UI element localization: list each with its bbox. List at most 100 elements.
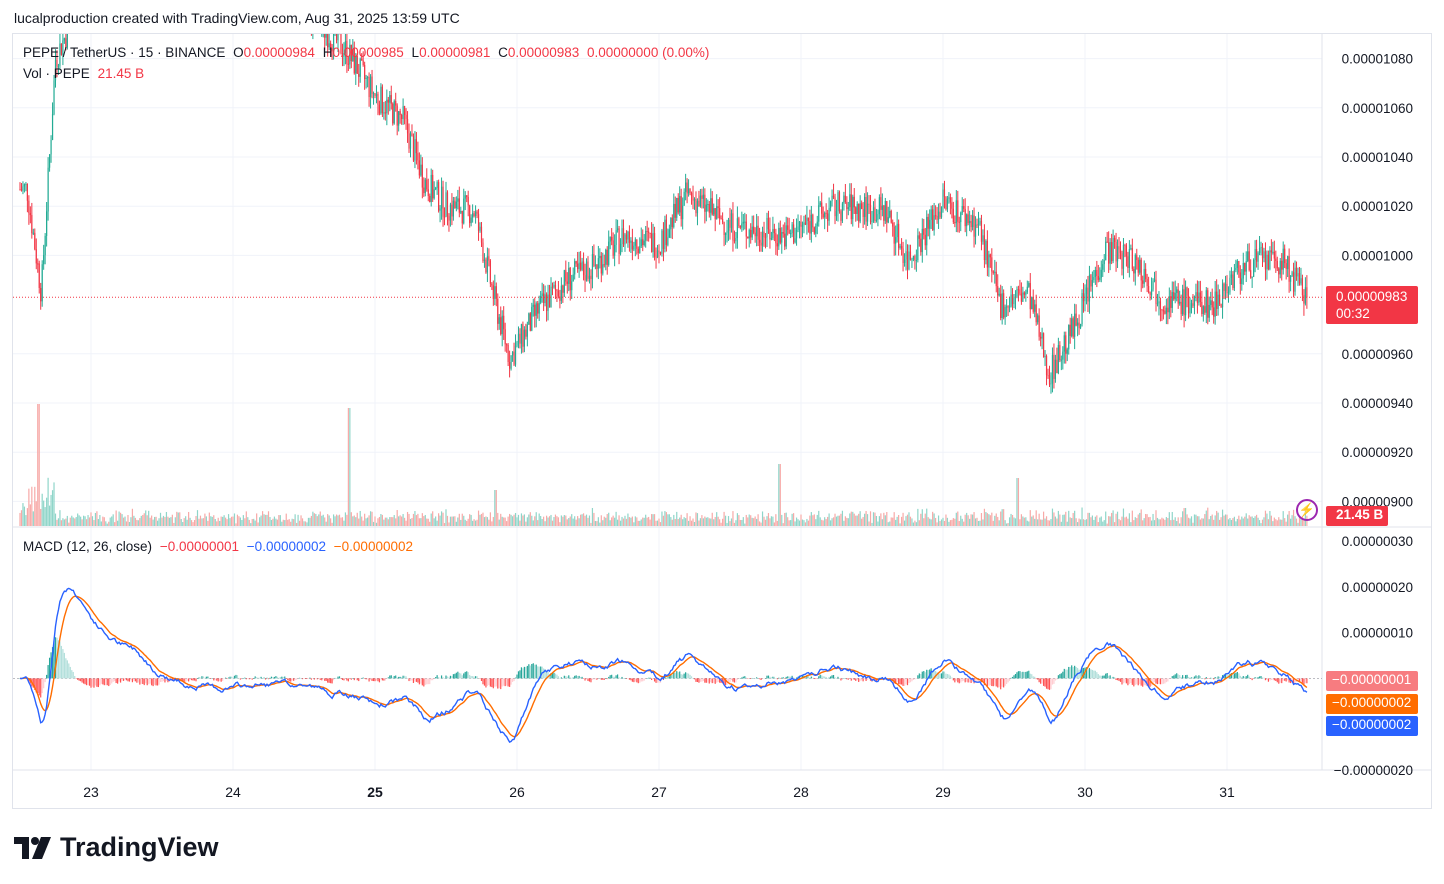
volume-bar (454, 516, 456, 526)
macd-hist-bar (307, 678, 310, 679)
volume-bar (389, 517, 391, 526)
candle-body (455, 201, 457, 209)
volume-bar (1045, 516, 1048, 526)
macd-hist-bar (414, 678, 416, 682)
candle-body (884, 201, 886, 221)
volume-bar (550, 514, 552, 526)
candle-body (550, 286, 552, 308)
macd-hist-bar (1180, 676, 1182, 679)
volume-bar (506, 521, 508, 526)
volume-bar (371, 511, 373, 526)
macd-legend[interactable]: MACD (12, 26, close) −0.00000001 −0.0000… (23, 539, 417, 554)
macd-hist-bar (1298, 678, 1301, 682)
macd-hist-bar (452, 674, 454, 679)
candle-body (572, 274, 574, 282)
macd-hist-bar (84, 678, 86, 685)
volume-bar (877, 521, 879, 526)
macd-hist-bar (1035, 678, 1037, 680)
candles (19, 9, 1308, 394)
candle-body (308, 10, 309, 13)
candle-body (714, 208, 716, 220)
macd-hist-bar (386, 678, 388, 679)
macd-line (19, 587, 1308, 744)
volume-bar (420, 518, 422, 526)
candle-body (793, 224, 795, 243)
volume-bar (182, 522, 184, 526)
candle-body (537, 303, 539, 314)
candle-body (685, 182, 687, 192)
volume-bar (653, 514, 656, 526)
candle-body (65, 38, 67, 48)
candle-body (46, 211, 48, 236)
symbol-legend[interactable]: PEPE / TetherUS · 15 · BINANCE O0.000009… (23, 45, 713, 60)
macd-hist-bar (1139, 678, 1141, 685)
macd-hist-bar (429, 678, 431, 685)
volume-bar (352, 516, 354, 526)
volume-bar (707, 517, 709, 526)
volume-bar (421, 513, 423, 526)
volume-bar (665, 512, 667, 526)
candle-body (798, 221, 801, 227)
volume-bar (402, 514, 404, 526)
candle-body (1291, 272, 1293, 277)
volume-bar (335, 514, 338, 526)
macd-hist-bar (395, 675, 397, 679)
macd-hist-bar (162, 678, 165, 682)
macd-hist-bar (621, 676, 623, 679)
macd-hist-bar (821, 675, 823, 679)
macd-hist-bar (976, 678, 978, 683)
volume-bar (331, 522, 333, 526)
macd-hist-bar (795, 677, 798, 679)
macd-hist-bar (1269, 678, 1271, 681)
volume-bar (1008, 517, 1011, 526)
candle-body (1016, 289, 1018, 297)
macd-hist-bar (248, 678, 250, 680)
candle-body (1174, 292, 1176, 300)
lightning-icon[interactable]: ⚡ (1296, 499, 1318, 521)
macd-hist-bar (1097, 674, 1099, 679)
volume-bar (492, 516, 494, 526)
volume-bar (797, 519, 799, 526)
volume-bar (537, 520, 539, 526)
candle-body (303, 9, 304, 17)
volume-bar (433, 518, 435, 526)
volume-bar (719, 519, 721, 526)
macd-hist-bar (406, 678, 409, 679)
volume-bar (192, 522, 194, 526)
macd-hist-bar (1198, 675, 1200, 679)
candle-body (1096, 270, 1098, 276)
volume-bar (1032, 515, 1034, 526)
candle-body (314, 11, 315, 21)
volume-bar (31, 486, 33, 526)
macd-line-tag: −0.00000002 (1326, 716, 1418, 736)
macd-hist-bar (912, 678, 915, 681)
candle-body (717, 206, 719, 209)
macd-hist-bar (415, 678, 418, 682)
macd-hist-bar (1211, 678, 1213, 679)
macd-hist-bar (986, 678, 988, 687)
macd-hist-bar (208, 678, 210, 679)
macd-hist-bar (300, 677, 302, 679)
macd-hist-bar (46, 674, 48, 679)
candle-body (886, 201, 888, 223)
candle-body (735, 237, 737, 242)
volume-bar (761, 511, 764, 526)
macd-hist-bar (353, 678, 355, 681)
macd-hist-bar (964, 678, 966, 683)
volume-bar (298, 520, 301, 526)
tradingview-logo[interactable]: TradingView (14, 832, 219, 863)
candle-body (433, 189, 435, 199)
volume-legend[interactable]: Vol · PEPE 21.45 B (23, 66, 148, 81)
candle-body (729, 219, 731, 228)
macd-hist-bar (1096, 672, 1098, 679)
candle-body (551, 286, 554, 288)
volume-bar (787, 517, 789, 526)
volume-bar (257, 522, 259, 526)
macd-hist-bar (843, 678, 845, 679)
candle-body (1059, 345, 1061, 361)
macd-hist-bar (634, 678, 636, 682)
volume-bar (498, 519, 500, 526)
macd-hist-bar (1192, 677, 1194, 679)
candle-body (1241, 278, 1243, 284)
